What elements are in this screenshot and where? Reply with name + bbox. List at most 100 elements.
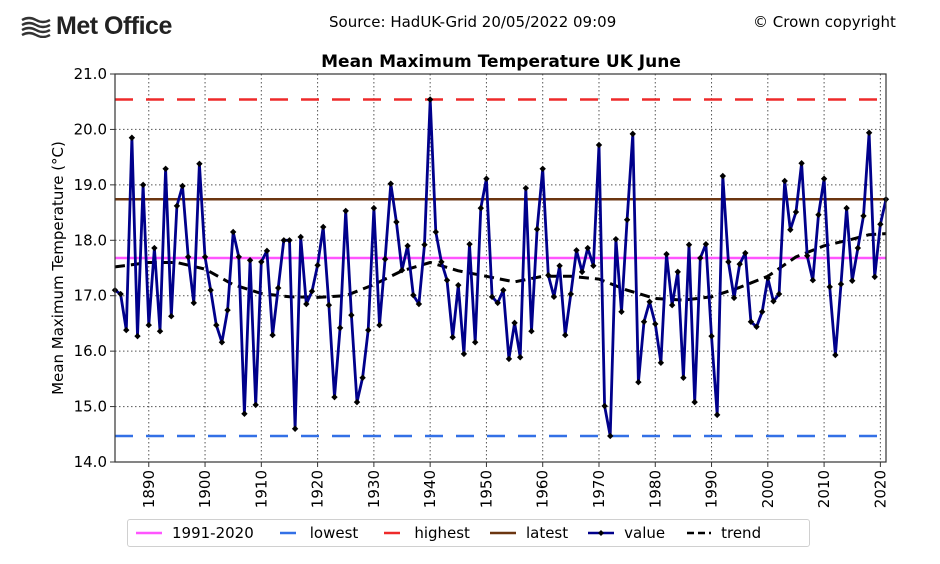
data-point bbox=[156, 327, 164, 335]
data-point bbox=[877, 221, 884, 228]
data-point bbox=[550, 293, 558, 301]
data-point bbox=[652, 320, 659, 328]
data-point bbox=[730, 294, 738, 302]
data-point bbox=[562, 331, 569, 339]
y-tick-label: 20.0 bbox=[74, 120, 107, 138]
data-point bbox=[438, 258, 445, 266]
data-point bbox=[595, 141, 603, 149]
legend-lowest-swatch bbox=[279, 531, 296, 535]
y-tick-label: 21.0 bbox=[74, 65, 107, 83]
data-point bbox=[854, 244, 862, 252]
data-point bbox=[635, 378, 642, 386]
data-point bbox=[410, 291, 417, 299]
x-tick-label: 1940 bbox=[421, 470, 439, 508]
reference-lines bbox=[115, 98, 886, 438]
value-line bbox=[114, 98, 888, 438]
x-tick-label: 1970 bbox=[590, 470, 608, 508]
data-point bbox=[275, 284, 282, 292]
waves-icon bbox=[21, 16, 51, 38]
legend: 1991-2020 lowest highest latest value tr… bbox=[127, 519, 810, 547]
data-point bbox=[713, 411, 721, 419]
data-point bbox=[657, 359, 665, 366]
data-point bbox=[365, 326, 372, 334]
legend-average-swatch bbox=[136, 531, 162, 535]
data-point bbox=[578, 268, 586, 276]
chart-title: Mean Maximum Temperature UK June bbox=[321, 52, 681, 72]
data-point bbox=[697, 254, 704, 262]
data-point bbox=[168, 313, 175, 320]
data-point bbox=[500, 286, 507, 294]
data-point bbox=[246, 257, 254, 264]
data-point bbox=[646, 298, 653, 306]
x-tick-label: 1890 bbox=[140, 470, 158, 508]
data-point bbox=[775, 290, 783, 298]
legend-highest-swatch bbox=[384, 531, 401, 535]
data-point bbox=[381, 255, 389, 263]
data-point bbox=[798, 160, 805, 167]
data-point bbox=[742, 249, 749, 257]
data-point bbox=[573, 247, 580, 254]
x-tick-label: 1960 bbox=[534, 470, 552, 508]
data-point bbox=[218, 339, 226, 346]
x-tick-label: 2000 bbox=[759, 470, 777, 508]
data-point bbox=[376, 321, 383, 329]
data-point bbox=[353, 398, 361, 406]
legend-item-trend: trend bbox=[683, 524, 761, 542]
data-point bbox=[213, 321, 220, 329]
data-point bbox=[179, 182, 186, 190]
data-point bbox=[325, 301, 333, 309]
data-point bbox=[449, 334, 456, 341]
data-point bbox=[443, 276, 451, 284]
data-point bbox=[471, 339, 479, 346]
data-point bbox=[584, 244, 591, 252]
data-point bbox=[618, 308, 625, 315]
data-point bbox=[184, 253, 192, 261]
data-point bbox=[432, 228, 439, 236]
source-label: Source: HadUK-Grid 20/05/2022 09:09 bbox=[329, 13, 617, 31]
data-point bbox=[291, 425, 299, 432]
data-point bbox=[815, 211, 822, 218]
data-point bbox=[567, 290, 575, 298]
met-office-logo: Met Office bbox=[20, 12, 172, 41]
data-point bbox=[241, 410, 248, 417]
data-point bbox=[545, 272, 552, 279]
data-point bbox=[522, 184, 530, 192]
data-point bbox=[837, 280, 845, 288]
x-tick-label: 1930 bbox=[365, 470, 383, 508]
data-point bbox=[792, 208, 800, 216]
x-tick-label: 1980 bbox=[646, 470, 664, 508]
data-point bbox=[466, 240, 473, 248]
data-point bbox=[258, 258, 265, 266]
data-point bbox=[387, 180, 394, 187]
data-point bbox=[804, 252, 811, 260]
data-point bbox=[494, 299, 501, 307]
y-tick-label: 17.0 bbox=[74, 287, 107, 305]
data-point bbox=[415, 300, 423, 308]
data-point bbox=[674, 268, 681, 276]
data-point bbox=[348, 311, 355, 319]
y-tick-label: 19.0 bbox=[74, 176, 107, 194]
data-point bbox=[370, 204, 378, 212]
legend-latest-label: latest bbox=[525, 524, 569, 542]
data-point bbox=[871, 273, 878, 281]
data-point bbox=[860, 212, 867, 220]
data-point bbox=[612, 235, 620, 243]
data-point bbox=[320, 223, 327, 231]
data-point bbox=[190, 299, 197, 307]
legend-item-latest: latest bbox=[488, 524, 568, 542]
legend-item-value: value bbox=[586, 524, 665, 542]
data-point bbox=[629, 130, 636, 138]
data-point bbox=[139, 181, 147, 189]
data-point bbox=[314, 262, 321, 269]
data-point bbox=[758, 308, 766, 315]
y-tick-label: 14.0 bbox=[74, 453, 107, 471]
data-point bbox=[725, 258, 732, 266]
legend-highest-label: highest bbox=[414, 524, 470, 542]
data-point bbox=[607, 432, 614, 440]
data-point bbox=[123, 326, 130, 334]
data-point bbox=[533, 226, 541, 233]
data-point bbox=[809, 276, 817, 284]
x-tick-label: 1920 bbox=[309, 470, 327, 508]
data-point bbox=[173, 202, 181, 210]
data-point bbox=[764, 274, 772, 282]
